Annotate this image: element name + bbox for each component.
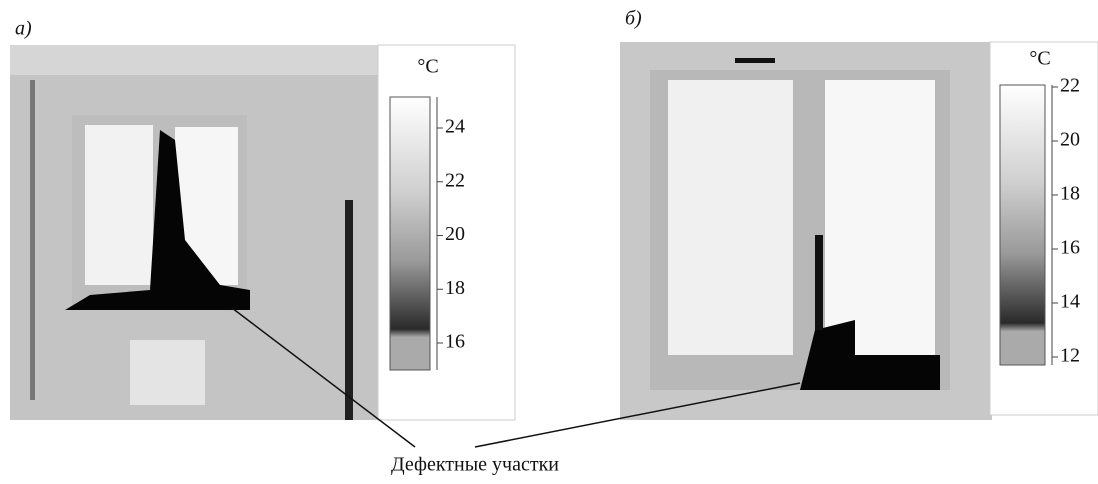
figure: а) б) °C °C Дефектные участки 24 22 20 18 16… <box>0 0 1098 479</box>
tick-label: 20 <box>1060 129 1080 151</box>
tick-label: 24 <box>445 116 465 138</box>
thermal-image-a <box>10 45 378 420</box>
tick-label: 16 <box>445 331 465 353</box>
tick-label: 12 <box>1060 345 1080 367</box>
panel-label: а) <box>15 18 32 40</box>
tick-label: 20 <box>445 223 465 245</box>
tick-label: 18 <box>1060 183 1080 205</box>
tick-label: 22 <box>1060 75 1080 97</box>
unit-label: °C <box>1029 48 1050 70</box>
panel-label: б) <box>625 8 642 30</box>
tick-label: 18 <box>445 277 465 299</box>
colorbar-panel-b <box>990 42 1098 415</box>
tick-label: 16 <box>1060 237 1080 259</box>
annotation: Дефектные участки <box>391 454 559 476</box>
thermal-image-b <box>620 42 992 420</box>
tick-label: 22 <box>445 169 465 191</box>
tick-label: 14 <box>1060 291 1080 313</box>
unit-label: °C <box>417 56 438 78</box>
